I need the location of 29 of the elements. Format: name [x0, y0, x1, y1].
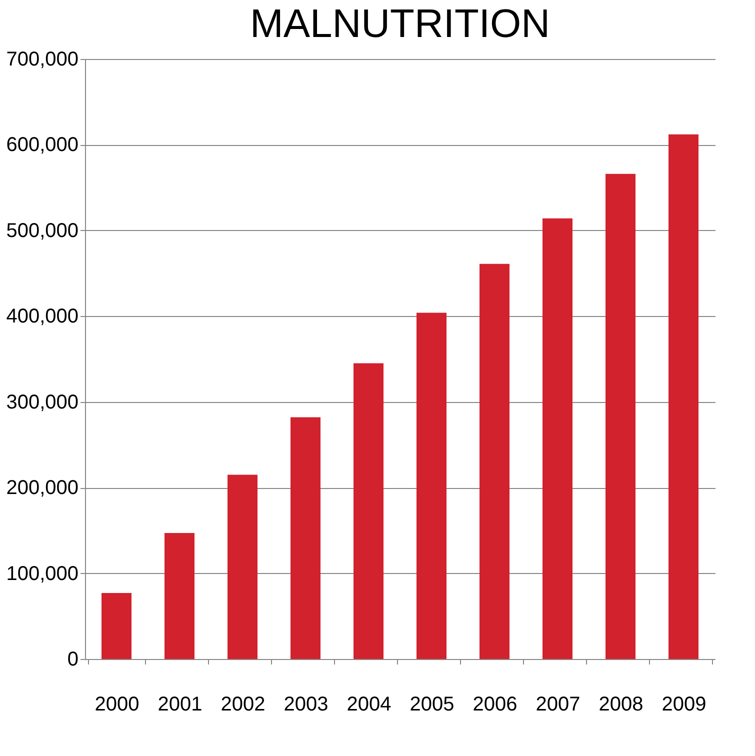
bar: [290, 417, 320, 659]
x-tick-label: 2006: [472, 694, 518, 716]
x-tick-label: 2009: [662, 694, 706, 716]
chart-title: MALNUTRITION: [250, 2, 550, 46]
x-tick-label: 2007: [536, 694, 580, 716]
y-tick-label: 600,000: [6, 134, 78, 156]
x-tick-label: 2005: [410, 694, 454, 716]
y-tick-label: 0: [67, 648, 78, 670]
bar: [164, 533, 194, 659]
y-tick-label: 700,000: [6, 48, 78, 70]
bar: [102, 593, 132, 659]
y-tick-label: 500,000: [6, 220, 78, 242]
x-tick-label: 2001: [158, 694, 202, 716]
x-tick-label: 2002: [220, 694, 266, 716]
bar: [606, 174, 636, 659]
bar: [668, 134, 698, 659]
bar: [480, 264, 510, 659]
x-tick-label: 2004: [346, 694, 392, 716]
bar: [228, 474, 258, 659]
bar: [354, 363, 384, 659]
x-tick-label: 2003: [284, 694, 328, 716]
y-tick-label: 200,000: [6, 477, 78, 500]
bar: [416, 312, 446, 659]
y-tick-label: 300,000: [6, 391, 78, 414]
y-tick-label: 100,000: [6, 562, 78, 585]
y-tick-label: 400,000: [6, 306, 78, 328]
x-tick-label: 2000: [94, 694, 140, 716]
x-tick-label: 2008: [598, 694, 644, 716]
bar: [542, 218, 572, 659]
